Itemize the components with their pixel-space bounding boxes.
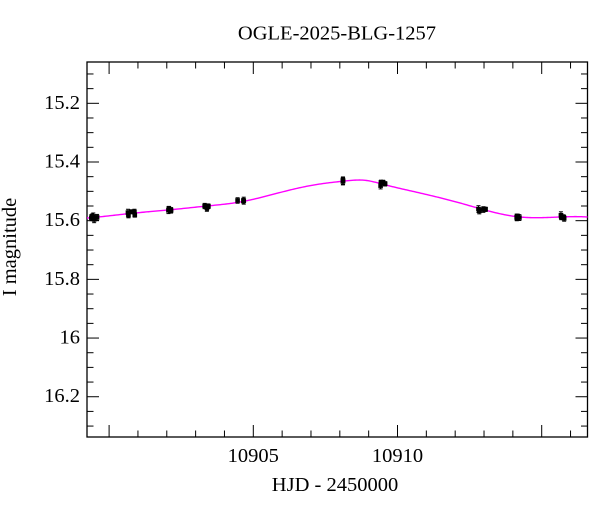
svg-text:15.4: 15.4 — [44, 150, 80, 172]
svg-text:15.2: 15.2 — [44, 92, 80, 114]
svg-text:15.6: 15.6 — [44, 209, 80, 231]
svg-text:10905: 10905 — [228, 445, 279, 467]
svg-text:16: 16 — [60, 327, 81, 349]
svg-text:10910: 10910 — [372, 445, 423, 467]
svg-text:OGLE-2025-BLG-1257: OGLE-2025-BLG-1257 — [238, 23, 436, 45]
svg-text:15.8: 15.8 — [44, 268, 80, 290]
svg-text:HJD - 2450000: HJD - 2450000 — [272, 474, 398, 496]
svg-text:16.2: 16.2 — [44, 385, 80, 407]
svg-text:I magnitude: I magnitude — [0, 198, 21, 297]
